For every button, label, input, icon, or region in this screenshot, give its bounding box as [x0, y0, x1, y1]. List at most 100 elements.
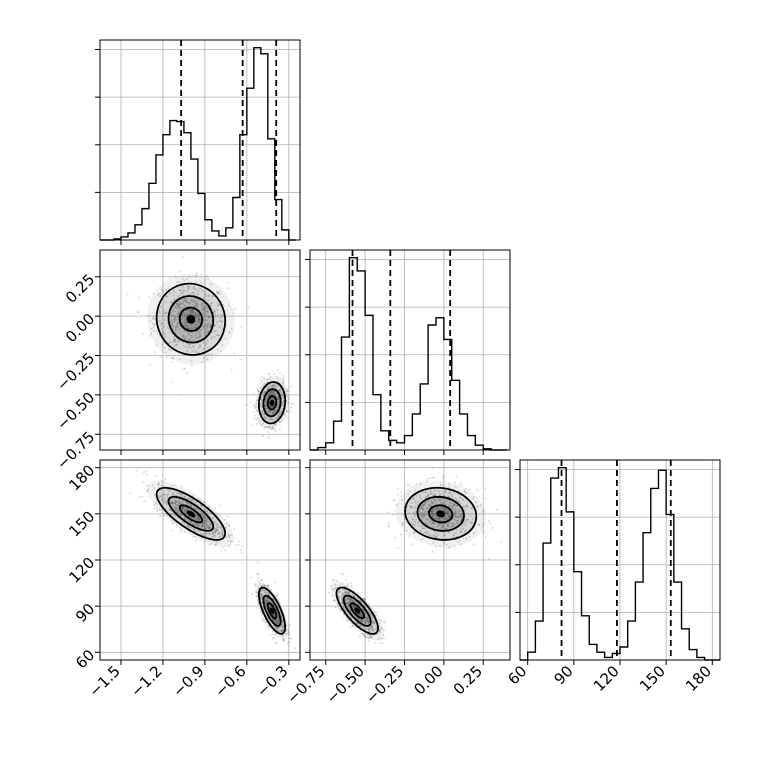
- sample-point: [430, 500, 432, 503]
- sample-point: [452, 504, 455, 507]
- sample-point: [221, 320, 223, 323]
- sample-point: [446, 511, 448, 514]
- sample-point: [344, 591, 347, 594]
- sample-point: [349, 598, 352, 601]
- sample-point: [205, 310, 208, 313]
- sample-point: [153, 487, 156, 490]
- sample-point: [185, 501, 188, 504]
- sample-point: [203, 525, 205, 528]
- sample-point: [185, 501, 188, 504]
- sample-point: [205, 523, 208, 526]
- sample-point: [215, 523, 218, 526]
- sample-point: [369, 627, 372, 629]
- sample-point: [282, 383, 284, 385]
- sample-point: [171, 501, 174, 504]
- sample-point: [202, 313, 205, 315]
- sample-point: [261, 409, 264, 412]
- sample-point: [177, 303, 180, 306]
- sample-point: [432, 498, 435, 501]
- sample-point: [454, 510, 456, 513]
- sample-point: [271, 428, 273, 430]
- sample-point: [189, 310, 192, 312]
- sample-point: [428, 534, 431, 537]
- sample-point: [281, 630, 283, 633]
- sample-point: [202, 304, 205, 307]
- sample-point: [431, 512, 434, 515]
- sample-point: [265, 599, 268, 602]
- sample-point: [179, 513, 181, 516]
- sample-point: [195, 272, 198, 275]
- sample-point: [175, 328, 177, 331]
- sample-point: [194, 301, 197, 303]
- sample-point: [366, 619, 369, 622]
- sample-point: [174, 275, 177, 277]
- sample-point: [193, 287, 196, 290]
- sample-point: [182, 367, 185, 370]
- sample-point: [452, 536, 455, 538]
- sample-point: [169, 341, 172, 344]
- sample-point: [349, 609, 352, 612]
- sample-point: [272, 614, 275, 617]
- sample-point: [265, 399, 267, 402]
- sample-point: [473, 495, 476, 498]
- sample-point: [203, 520, 206, 523]
- sample-point: [181, 298, 184, 301]
- sample-point: [195, 326, 198, 329]
- sample-point: [286, 409, 288, 412]
- sample-point: [275, 618, 278, 621]
- sample-point: [168, 489, 171, 492]
- sample-point: [139, 496, 142, 498]
- sample-point: [269, 375, 272, 378]
- sample-point: [178, 492, 181, 495]
- sample-point: [270, 391, 273, 393]
- sample-point: [430, 491, 433, 494]
- sample-point: [197, 497, 200, 500]
- sample-point: [443, 526, 446, 529]
- sample-point: [333, 587, 336, 590]
- sample-point: [428, 504, 431, 507]
- sample-point: [367, 621, 370, 624]
- sample-point: [363, 611, 366, 614]
- density-contour: [155, 486, 227, 541]
- sample-point: [267, 411, 269, 414]
- sample-point: [221, 328, 224, 330]
- sample-point: [371, 629, 374, 632]
- sample-point: [192, 527, 195, 530]
- sample-point: [165, 312, 168, 315]
- sample-point: [460, 513, 463, 516]
- sample-point: [174, 306, 177, 308]
- sample-point: [328, 591, 330, 594]
- density-contour: [262, 388, 282, 418]
- sample-point: [427, 503, 430, 506]
- sample-point: [153, 317, 156, 320]
- sample-point: [196, 507, 199, 510]
- sample-point: [266, 591, 269, 594]
- sample-point: [420, 497, 422, 500]
- sample-point: [267, 410, 270, 413]
- sample-point: [273, 404, 276, 407]
- sample-point: [287, 629, 290, 632]
- sample-point: [283, 639, 285, 642]
- sample-point: [228, 331, 231, 333]
- sample-point: [188, 502, 191, 505]
- sample-point: [196, 305, 199, 308]
- sample-point: [446, 543, 448, 546]
- sample-point: [257, 561, 260, 564]
- sample-point: [271, 384, 274, 387]
- sample-point: [219, 317, 222, 319]
- sample-point: [185, 300, 187, 302]
- sample-point: [440, 507, 443, 510]
- sample-point: [462, 527, 465, 530]
- sample-point: [287, 632, 290, 635]
- sample-point: [277, 621, 280, 624]
- sample-point: [378, 625, 381, 628]
- sample-point: [277, 396, 280, 399]
- sample-point: [203, 527, 206, 530]
- sample-point: [372, 631, 375, 633]
- sample-point: [178, 531, 181, 534]
- sample-point: [424, 496, 427, 499]
- sample-point: [218, 532, 221, 534]
- sample-point: [176, 507, 179, 510]
- sample-point: [178, 300, 181, 303]
- sample-point: [444, 509, 447, 512]
